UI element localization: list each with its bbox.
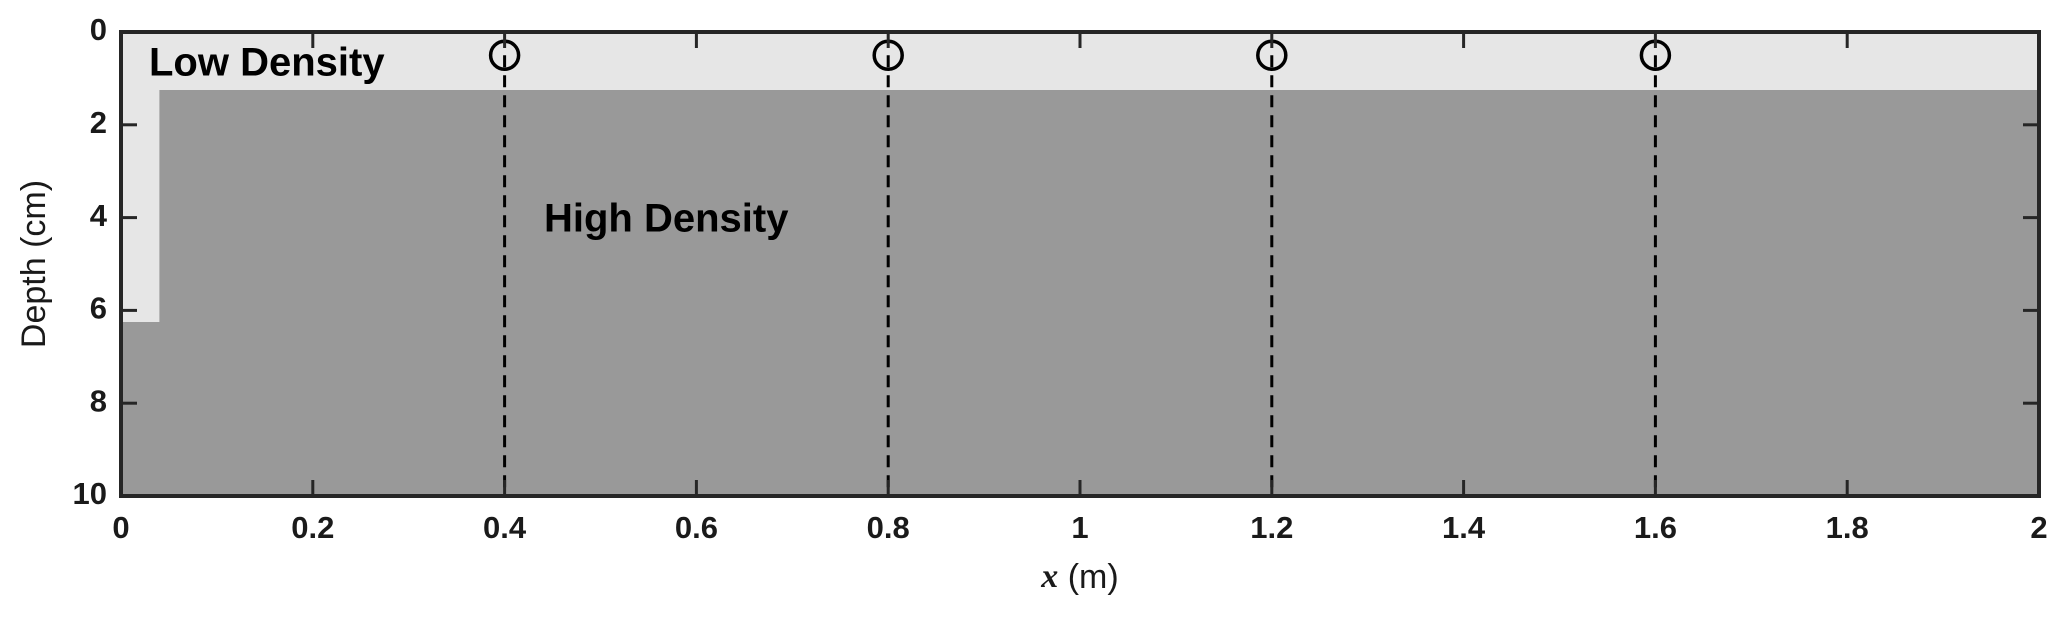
x-tick-label: 0.8 [867,510,910,545]
x-tick-label: 0.6 [675,510,718,545]
x-tick-label: 1.4 [1442,510,1486,545]
x-tick-label: 2 [2030,510,2047,545]
y-axis-label: Depth (cm) [15,180,53,348]
plot-frame [119,30,2041,498]
x-tick-label: 1.6 [1634,510,1677,545]
y-tick-label: 0 [90,12,107,47]
x-axis-symbol: x [1040,558,1058,595]
y-tick-label: 10 [73,476,107,511]
density-region [121,90,2039,496]
x-tick-label: 1 [1071,510,1088,545]
y-tick-label: 2 [90,105,107,140]
region-label: Low Density [149,41,385,85]
y-tick-label: 8 [90,383,107,418]
x-axis-label: x (m) [1040,558,1118,596]
x-tick-label: 0.2 [291,510,334,545]
region-label: High Density [544,197,789,241]
x-tick-label: 0 [112,510,129,545]
y-tick-label: 4 [90,198,108,233]
x-tick-label: 1.8 [1826,510,1869,545]
y-tick-label: 6 [90,291,107,326]
x-tick-label: 0.4 [483,510,527,545]
x-tick-label: 1.2 [1250,510,1293,545]
x-axis-unit: (m) [1068,558,1119,596]
